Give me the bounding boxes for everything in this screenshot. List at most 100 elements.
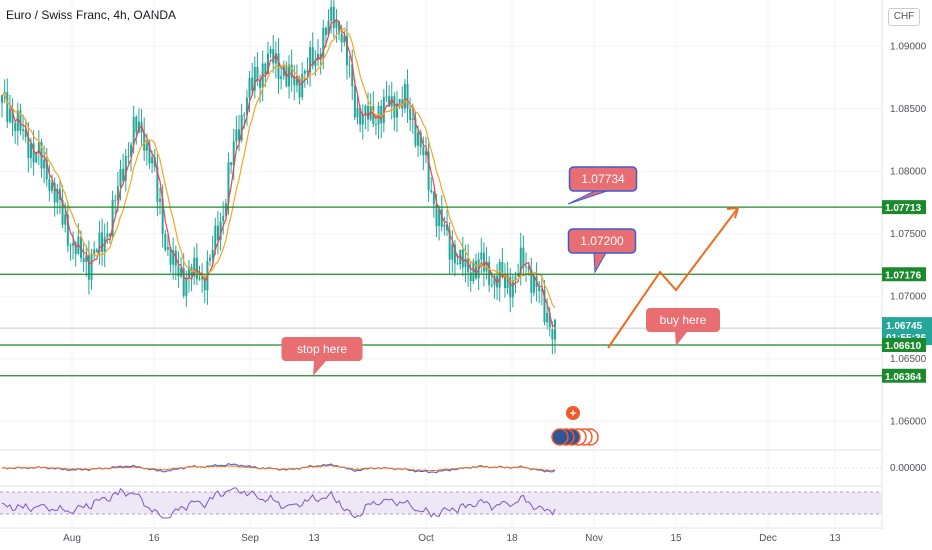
candle-body [301,73,304,98]
candle-body [51,183,54,191]
callout-text: stop here [297,342,347,356]
current-price-label: 1.06745 [886,321,923,332]
candle-body [361,115,364,125]
candle-body [269,48,272,54]
candle-body [72,243,75,246]
candle-body [393,96,396,118]
candle-body [290,64,293,78]
candle-body [195,257,198,280]
candle-body [511,280,514,298]
candle-body [359,107,362,125]
candle-body [295,78,298,86]
candle-body [488,261,491,286]
candle-body [124,156,127,181]
callout-box [281,337,363,361]
candle-body [95,249,98,253]
candle-body [106,233,109,238]
candle-body [438,209,441,227]
candle-body [430,190,433,192]
candle-body [546,312,549,323]
price-tick-label: 1.08500 [890,104,927,115]
candle-body [238,129,240,141]
candle-body [111,199,114,237]
arrow-head [726,207,739,219]
level-label: 1.06610 [885,341,922,352]
candle-body [374,124,377,126]
candle-body [8,109,11,122]
candle-body [335,21,338,28]
candle-body [172,250,175,265]
candle-body [135,116,138,133]
event-earnings-icon [551,428,569,446]
candle-body [156,166,159,202]
grid [0,0,883,530]
candle-body [108,233,111,237]
candle-body [127,156,130,158]
candle-body [151,157,154,164]
candle-body [548,312,551,330]
candle-body [248,77,251,98]
candle-body [322,27,325,60]
level-badge [882,267,926,282]
callout-pointer [593,252,607,274]
candle-body [432,191,435,205]
candle-body [356,107,359,118]
candle-body [101,232,104,253]
candle-body [401,99,404,109]
candle-body [116,186,119,201]
candle-body [364,106,367,116]
candle-body [214,225,217,250]
candle-body [43,159,46,169]
projection-arrow [607,207,739,349]
candle-body [103,237,106,253]
callout-text: 1.07734 [581,172,625,186]
candle-body [169,247,172,265]
level-badge [882,338,926,352]
event-plus-glyph: + [570,408,576,420]
candle-body [224,203,227,216]
candle-body [74,243,77,255]
candle-body [340,33,343,43]
candle-body [235,129,238,142]
candle-body [459,249,462,265]
callout-pointer [567,190,608,205]
price-tick-label: 1.09000 [890,41,927,52]
candle-body [540,289,543,292]
time-tick-label: Dec [759,533,777,544]
price-axis: 1.09000 1.08500 1.08000 1.07500 1.07000 1.065… [882,41,932,474]
candle-body [245,97,248,115]
candle-body [227,162,230,204]
candle-body [345,35,348,66]
candle-body [259,80,262,88]
price-tick-label: 1.07000 [890,291,927,302]
candle-body [538,287,541,292]
level-label: 1.06364 [885,372,922,383]
candle-body [509,276,512,298]
callout-pointer [313,361,326,376]
candle-body [87,255,90,280]
candle-body [422,147,425,156]
candle-body [216,225,219,240]
candle-body [29,143,32,159]
candle-body [219,221,222,240]
candle-body [514,276,517,281]
candle-body [185,278,188,296]
candle-body [406,83,409,109]
candle-body [61,199,64,225]
candle-body [414,118,417,146]
candle-body [66,214,69,246]
level-label: 1.07713 [885,203,922,214]
candle-body [532,275,535,293]
candle-body [122,168,125,181]
currency-badge[interactable]: CHF [888,8,920,26]
moving-averages [1,18,556,327]
callout-box [646,308,720,332]
candle-body [201,276,204,280]
candle-body [543,289,546,323]
candle-body [240,114,243,141]
time-tick-label: 18 [506,533,518,544]
candle-body [11,109,14,123]
callout: stop here [281,337,363,376]
candle-body [137,121,140,133]
